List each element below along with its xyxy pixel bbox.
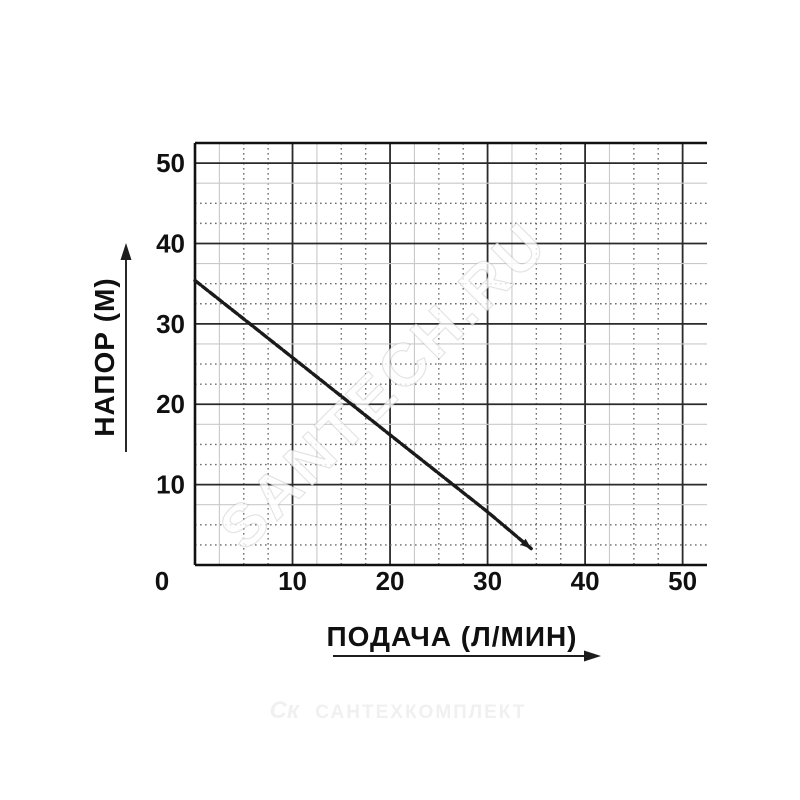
y-tick-label: 40 — [156, 228, 185, 258]
origin-tick-label: 0 — [155, 566, 169, 596]
y-axis-title: НАПОР (М) — [89, 277, 120, 436]
y-tick-label: 20 — [156, 389, 185, 419]
y-tick-label: 10 — [156, 470, 185, 500]
pump-head-curve — [193, 278, 534, 551]
grid — [193, 141, 707, 567]
bottom-watermark-label: САНТЕХКОМПЛЕКТ — [315, 702, 526, 723]
x-tick-label: 20 — [376, 566, 405, 596]
pump-curve-line — [193, 278, 534, 551]
x-tick-label: 50 — [668, 566, 697, 596]
x-axis-title: ПОДАЧА (Л/МИН) — [327, 621, 578, 652]
y-tick-label: 30 — [156, 309, 185, 339]
x-tick-label: 10 — [278, 566, 307, 596]
curve-end-tip — [520, 538, 532, 549]
watermark-logo-icon: Ск — [270, 697, 301, 724]
x-axis-arrow-icon — [333, 650, 601, 662]
y-tick-label: 50 — [156, 148, 185, 178]
bottom-watermark: Ск САНТЕХКОМПЛЕКТ — [270, 697, 527, 724]
x-tick-label: 40 — [571, 566, 600, 596]
axis-tick-labels: 10 20 30 40 50 10 20 30 40 50 0 — [155, 148, 697, 596]
x-tick-label: 30 — [473, 566, 502, 596]
diagonal-watermark: SANTECH.RU — [207, 209, 561, 563]
y-axis-arrow-icon — [120, 243, 132, 452]
